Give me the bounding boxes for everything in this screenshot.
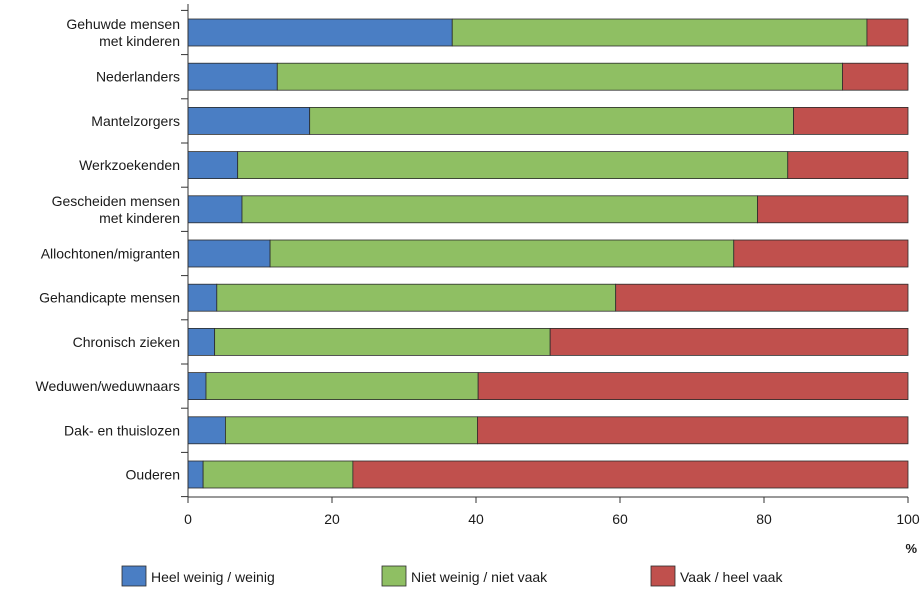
category-label: Gehandicapte mensen (39, 290, 180, 306)
x-tick-label: 20 (324, 511, 340, 527)
bar-segment (309, 107, 794, 135)
legend: Heel weinig / weinig Niet weinig / niet v… (121, 565, 783, 587)
bar-segment (187, 460, 204, 489)
legend-swatch (381, 565, 407, 587)
category-label: Gehuwde mensen met kinderen (66, 16, 180, 49)
category-label-line: met kinderen (99, 210, 180, 226)
bar-segment (187, 107, 311, 135)
category-label-line: Nederlanders (96, 69, 180, 85)
bar-segment (214, 327, 551, 356)
category-label-line: Ouderen (126, 467, 180, 483)
category-label: Weduwen/weduwnaars (36, 378, 181, 394)
category-label-line: Gescheiden mensen (52, 193, 180, 209)
bar-segment (477, 372, 909, 401)
category-label-line: Gehandicapte mensen (39, 290, 180, 306)
bar-segment (187, 151, 239, 180)
bar-segment (269, 239, 735, 268)
legend-swatch (650, 565, 676, 587)
bar-segment (477, 416, 909, 445)
bar-segment (842, 62, 909, 91)
category-label: Nederlanders (96, 69, 180, 85)
legend-label: Heel weinig / weinig (151, 569, 275, 585)
bar-segment (757, 195, 909, 224)
bar-segment (187, 239, 271, 268)
legend-label: Niet weinig / niet vaak (411, 569, 548, 585)
category-label-line: Weduwen/weduwnaars (36, 378, 181, 394)
x-tick-label: 100 (896, 511, 920, 527)
bar-segment (225, 416, 478, 445)
category-label-line: Mantelzorgers (91, 113, 180, 129)
x-tick-label: 40 (468, 511, 484, 527)
bar-segment (205, 372, 479, 401)
category-label: Dak- en thuislozen (64, 422, 180, 438)
x-tick-label: 0 (184, 511, 192, 527)
bar-segment (187, 283, 218, 312)
category-label: Werkzoekenden (79, 157, 180, 173)
category-label: Mantelzorgers (91, 113, 180, 129)
bar-segment (276, 62, 843, 91)
category-label: Allochtonen/migranten (41, 246, 180, 262)
bar-segment (451, 18, 868, 47)
category-label-line: Chronisch zieken (73, 334, 180, 350)
category-label: Chronisch zieken (73, 334, 180, 350)
category-label: Gescheiden mensen met kinderen (52, 193, 180, 226)
bar-segment (549, 327, 909, 356)
category-label-line: Gehuwde mensen (66, 16, 180, 32)
bars-group (187, 18, 909, 489)
bar-segment (187, 195, 243, 224)
bar-segment (787, 151, 909, 180)
category-label-line: met kinderen (99, 33, 180, 49)
bar-segment (793, 107, 909, 135)
bar-segment (866, 18, 909, 47)
x-tick-label: 60 (612, 511, 628, 527)
bar-segment (733, 239, 909, 268)
x-unit-label: % (905, 541, 917, 556)
bar-segment (241, 195, 758, 224)
bar-segment (615, 283, 909, 312)
category-label-line: Allochtonen/migranten (41, 246, 180, 262)
category-labels-group: Gehuwde mensen met kinderenNederlandersMa… (36, 16, 181, 483)
bar-segment (237, 151, 789, 180)
bar-segment (352, 460, 909, 489)
bar-segment (187, 18, 453, 47)
axes-group: 0 20 40 60 80 100% (181, 4, 920, 556)
bar-segment (187, 372, 207, 401)
legend-label: Vaak / heel vaak (680, 569, 783, 585)
category-label: Ouderen (126, 467, 180, 483)
category-label-line: Dak- en thuislozen (64, 422, 180, 438)
bar-segment (187, 327, 216, 356)
legend-swatch (121, 565, 147, 587)
bar-segment (216, 283, 617, 312)
category-label-line: Werkzoekenden (79, 157, 180, 173)
x-tick-label: 80 (756, 511, 772, 527)
bar-segment (187, 416, 226, 445)
bar-segment (187, 62, 278, 91)
bar-segment (202, 460, 354, 489)
